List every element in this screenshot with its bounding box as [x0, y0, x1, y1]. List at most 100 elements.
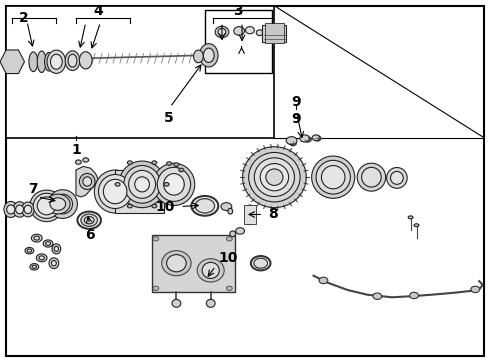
Ellipse shape: [167, 162, 172, 165]
Bar: [115, 170, 164, 213]
Ellipse shape: [29, 52, 38, 72]
Bar: [205, 10, 272, 73]
Ellipse shape: [164, 183, 169, 186]
Ellipse shape: [94, 170, 136, 213]
Ellipse shape: [256, 30, 263, 36]
Ellipse shape: [362, 167, 381, 187]
Ellipse shape: [31, 234, 42, 242]
Ellipse shape: [68, 54, 77, 67]
Ellipse shape: [357, 163, 386, 191]
Ellipse shape: [65, 51, 80, 71]
Ellipse shape: [408, 216, 413, 219]
Text: 8: 8: [269, 207, 278, 221]
Ellipse shape: [115, 183, 120, 186]
Ellipse shape: [127, 204, 132, 208]
Ellipse shape: [157, 167, 191, 201]
Ellipse shape: [33, 193, 60, 219]
Ellipse shape: [45, 53, 53, 71]
Ellipse shape: [22, 202, 34, 217]
Ellipse shape: [234, 27, 245, 35]
Ellipse shape: [321, 166, 345, 189]
Ellipse shape: [243, 147, 306, 208]
Ellipse shape: [266, 169, 283, 185]
Ellipse shape: [51, 261, 56, 266]
Ellipse shape: [245, 205, 255, 225]
Ellipse shape: [128, 170, 155, 198]
Ellipse shape: [387, 167, 407, 188]
Ellipse shape: [249, 152, 300, 202]
Ellipse shape: [215, 26, 229, 38]
Bar: [262, 25, 286, 42]
Polygon shape: [0, 50, 24, 73]
Ellipse shape: [203, 48, 214, 63]
Ellipse shape: [43, 240, 53, 247]
Ellipse shape: [135, 177, 149, 192]
Ellipse shape: [34, 236, 39, 240]
Ellipse shape: [39, 256, 44, 260]
Ellipse shape: [218, 28, 226, 36]
Bar: [152, 234, 235, 292]
Ellipse shape: [127, 161, 132, 165]
Ellipse shape: [245, 27, 254, 34]
Ellipse shape: [32, 265, 36, 269]
Text: 3: 3: [233, 4, 243, 18]
Ellipse shape: [79, 174, 95, 190]
Ellipse shape: [50, 54, 62, 69]
Ellipse shape: [16, 205, 24, 214]
Text: 1: 1: [71, 143, 81, 157]
Ellipse shape: [37, 51, 46, 72]
Ellipse shape: [37, 197, 56, 215]
Ellipse shape: [79, 52, 92, 69]
Ellipse shape: [75, 160, 81, 164]
Ellipse shape: [286, 137, 297, 145]
Ellipse shape: [194, 50, 203, 63]
Ellipse shape: [49, 258, 59, 269]
Ellipse shape: [103, 179, 127, 204]
Ellipse shape: [226, 286, 232, 291]
Ellipse shape: [47, 50, 66, 73]
Ellipse shape: [206, 300, 215, 307]
Ellipse shape: [414, 224, 419, 227]
Ellipse shape: [25, 247, 34, 254]
Ellipse shape: [81, 214, 98, 226]
Ellipse shape: [30, 264, 39, 270]
Ellipse shape: [119, 161, 165, 208]
Ellipse shape: [319, 277, 328, 284]
Ellipse shape: [312, 156, 355, 198]
Ellipse shape: [48, 190, 77, 219]
Text: 2: 2: [19, 11, 28, 25]
Ellipse shape: [254, 258, 268, 268]
Ellipse shape: [314, 136, 321, 141]
Text: 5: 5: [164, 111, 174, 125]
Ellipse shape: [152, 161, 157, 165]
Ellipse shape: [30, 190, 63, 222]
Ellipse shape: [167, 255, 186, 272]
Ellipse shape: [471, 286, 480, 293]
Ellipse shape: [153, 237, 159, 241]
Ellipse shape: [83, 177, 92, 186]
Ellipse shape: [197, 259, 224, 282]
Ellipse shape: [98, 175, 132, 208]
Ellipse shape: [410, 292, 418, 299]
Ellipse shape: [46, 194, 70, 214]
Ellipse shape: [36, 254, 47, 262]
Ellipse shape: [24, 205, 32, 213]
Ellipse shape: [172, 300, 181, 307]
Ellipse shape: [153, 163, 195, 206]
Ellipse shape: [53, 194, 73, 214]
Ellipse shape: [226, 237, 232, 241]
Ellipse shape: [164, 174, 184, 195]
Text: 4: 4: [93, 4, 103, 18]
Ellipse shape: [304, 137, 311, 142]
Ellipse shape: [27, 249, 31, 252]
Ellipse shape: [236, 228, 245, 234]
Ellipse shape: [84, 217, 94, 224]
Ellipse shape: [254, 158, 294, 197]
Ellipse shape: [123, 166, 160, 203]
Ellipse shape: [50, 198, 66, 210]
Text: 9: 9: [292, 95, 301, 109]
Text: 9: 9: [292, 112, 301, 126]
Ellipse shape: [162, 251, 191, 276]
Text: 10: 10: [218, 251, 238, 265]
Ellipse shape: [316, 160, 350, 194]
